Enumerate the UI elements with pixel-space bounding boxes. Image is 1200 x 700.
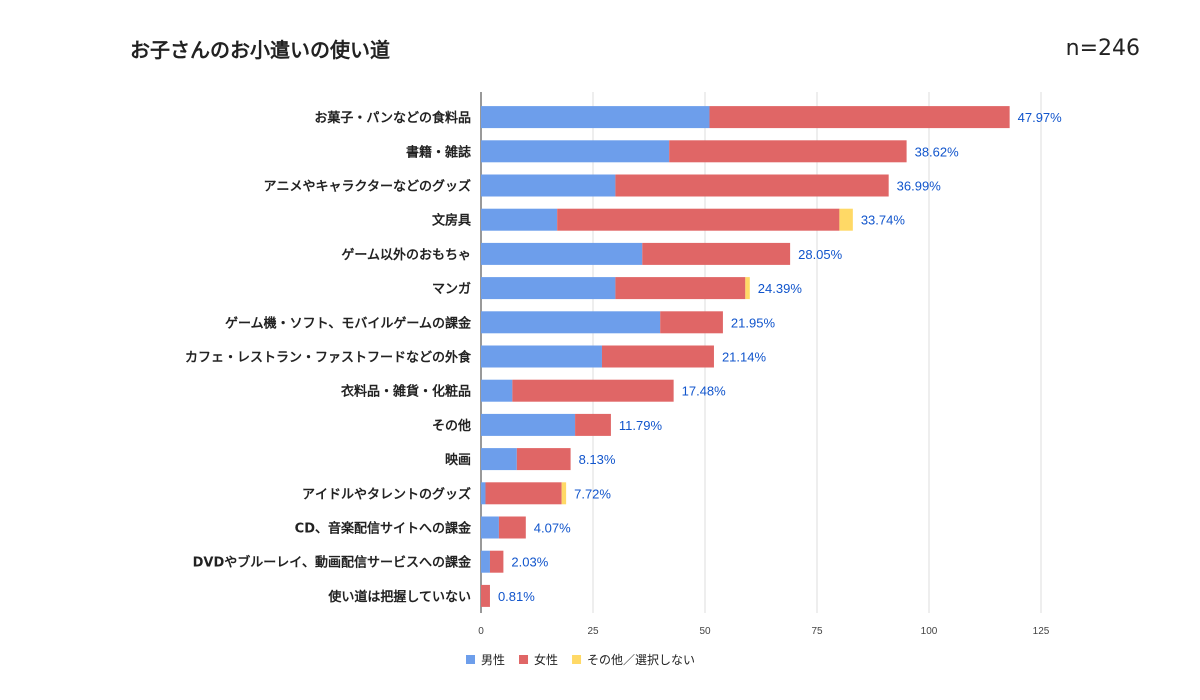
chart-title: お子さんのお小遣いの使い道 (130, 38, 390, 62)
category-label: アニメやキャラクターなどのグッズ (264, 179, 471, 195)
category-label: アイドルやタレントのグッズ (302, 486, 471, 502)
legend-label: 女性 (534, 652, 558, 667)
bar-segment (660, 311, 723, 334)
data-label: 21.95% (731, 315, 776, 330)
bar-segment (561, 482, 567, 505)
bar-segment (481, 208, 558, 231)
category-label: ゲーム機・ソフト、モバイルゲームの課金 (225, 315, 472, 331)
bar-segment (481, 379, 513, 402)
bar-segment (481, 448, 517, 471)
legend-label: 男性 (481, 653, 505, 667)
bar-segment (481, 311, 661, 334)
data-label: 24.39% (758, 281, 803, 296)
category-label: DVDやブルーレイ、動画配信サービスへの課金 (193, 555, 472, 571)
legend-label: その他／選択しない (587, 653, 695, 667)
bar-segment (615, 277, 746, 300)
bar-segment (575, 413, 611, 436)
x-tick-label: 25 (587, 626, 599, 637)
data-label: 4.07% (534, 521, 571, 536)
bar-segment (481, 584, 490, 607)
data-label: 21.14% (722, 350, 767, 365)
category-label: 文房具 (432, 213, 471, 229)
bar-segment (601, 345, 714, 368)
category-label: 映画 (445, 452, 471, 468)
data-label: 11.79% (619, 418, 663, 433)
data-label: 8.13% (579, 452, 616, 467)
legend-swatch (519, 655, 529, 664)
bar-segment (839, 208, 853, 231)
category-label: お菓子・パンなどの食料品 (314, 110, 471, 126)
bar-segment (481, 413, 576, 436)
category-label: ゲーム以外のおもちゃ (341, 247, 471, 263)
category-label: 書籍・雑誌 (406, 144, 471, 160)
data-label: 36.99% (897, 179, 942, 194)
legend-swatch (572, 655, 582, 664)
bar-segment (481, 516, 499, 539)
bar-segment (481, 345, 602, 368)
bar-segment (485, 482, 562, 505)
legend-swatch (466, 655, 475, 664)
bar-segment (516, 448, 571, 471)
bar-segment (481, 550, 490, 573)
bar-segment (642, 242, 791, 265)
bar-segment (745, 277, 750, 300)
data-label: 17.48% (682, 384, 727, 399)
category-label: マンガ (432, 282, 471, 297)
bar-segment (481, 106, 710, 129)
bar-segment (481, 174, 616, 197)
x-tick-label: 125 (1033, 626, 1050, 637)
data-label: 28.05% (798, 247, 843, 262)
data-label: 33.74% (861, 213, 906, 228)
bar-segment (481, 140, 670, 163)
bar-segment (481, 242, 643, 265)
bar-segment (557, 208, 840, 231)
bar-segment (481, 482, 486, 505)
category-label: 衣料品・雑貨・化粧品 (341, 384, 471, 400)
category-label: カフェ・レストラン・ファストフードなどの外食 (185, 350, 472, 366)
data-label: 0.81% (498, 589, 535, 604)
bar-segment (615, 174, 889, 197)
data-label: 7.72% (574, 486, 611, 501)
bar-segment (481, 277, 616, 300)
x-tick-label: 75 (811, 626, 823, 637)
sample-size: n=246 (1065, 36, 1140, 61)
x-tick-label: 100 (921, 626, 938, 637)
bar-segment (669, 140, 907, 163)
bar-segment (489, 550, 504, 573)
category-label: 使い道は把握していない (327, 589, 471, 605)
data-label: 2.03% (511, 555, 548, 570)
x-tick-label: 50 (699, 626, 711, 637)
bar-segment (498, 516, 526, 539)
data-label: 47.97% (1018, 110, 1063, 125)
category-label: CD、音楽配信サイトへの課金 (295, 521, 472, 537)
bar-segment (512, 379, 674, 402)
bar-segment (709, 106, 1010, 129)
data-label: 38.62% (915, 144, 960, 159)
x-tick-label: 0 (478, 626, 484, 637)
category-label: その他 (432, 418, 471, 434)
